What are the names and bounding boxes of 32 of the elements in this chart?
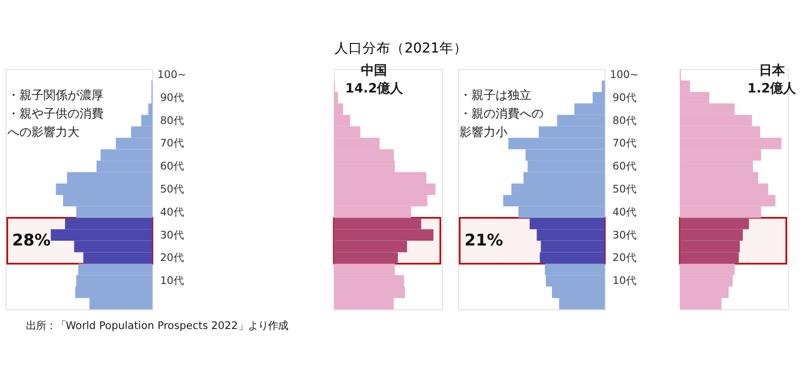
band-label: 21%	[464, 230, 504, 250]
y-tick-label: 100~	[610, 69, 639, 82]
y-tick-label: 70代	[612, 138, 636, 150]
y-tick-label: 50代	[160, 183, 184, 196]
text: 出所：「World Population Prospects 2022」より作成	[26, 320, 288, 332]
chart-subtitle: 中国 14.2億人	[345, 64, 404, 96]
y-tick-label: 30代	[160, 229, 184, 242]
y-tick-label: 60代	[160, 160, 184, 173]
annotation: ・親や子供の消費	[7, 106, 104, 120]
annotation: ・親子は独立	[460, 88, 532, 102]
annotation: ・親子関係が濃厚	[7, 88, 104, 102]
y-tick-label: 60代	[612, 160, 636, 173]
annotation: ・親の消費への	[460, 106, 544, 120]
y-tick-label: 30代	[612, 229, 636, 242]
y-tick-label: 40代	[612, 206, 636, 218]
y-tick-label: 80代	[612, 114, 636, 127]
y-tick-label: 40代	[160, 206, 184, 218]
y-tick-label: 90代	[612, 92, 636, 104]
chart-subtitle: 日本 1.2億人	[747, 64, 798, 96]
chart-title: 人口分布（2021年）	[334, 40, 468, 57]
y-tick-label: 100~	[157, 69, 186, 82]
annotation: 影響力小	[460, 125, 508, 140]
y-tick-label: 20代	[160, 252, 184, 264]
y-tick-label: 80代	[160, 114, 184, 127]
y-tick-label: 50代	[612, 183, 636, 196]
y-tick-label: 10代	[160, 275, 184, 288]
y-tick-label: 90代	[160, 92, 184, 104]
y-tick-label: 70代	[160, 138, 184, 150]
y-tick-label: 20代	[612, 252, 636, 264]
annotation: への影響力大	[7, 125, 80, 140]
y-tick-label: 10代	[612, 275, 636, 288]
band-label: 28%	[12, 230, 51, 250]
